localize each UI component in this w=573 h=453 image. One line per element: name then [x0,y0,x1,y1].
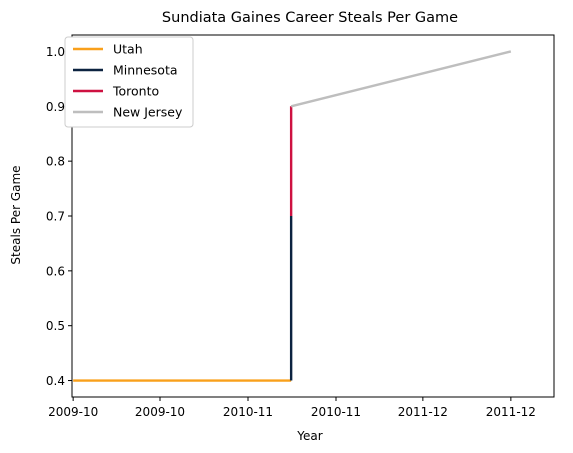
x-tick-label: 2011-12 [486,405,536,419]
x-axis-label: Year [296,429,322,443]
x-axis-ticks: 2009-10 2009-10 2010-11 2010-11 2011-12 2011-… [48,397,536,419]
y-tick-label: 0.8 [46,155,65,169]
y-axis-label: Steals Per Game [9,165,23,264]
y-tick-label: 0.7 [46,210,65,224]
legend-frame [64,36,194,128]
series-line-3 [290,50,512,108]
y-tick-label: 1.0 [46,45,65,59]
y-axis-ticks: 0.4 0.5 0.6 0.7 0.8 0.9 1.0 [46,45,72,388]
x-tick-label: 2010-11 [223,405,273,419]
plot-area: 2009-10 2009-10 2010-11 2010-11 2011-12 2011-… [46,34,555,419]
legend-label-2: Toronto [112,84,159,99]
legend-label-1: Minnesota [113,63,178,78]
legend: Utah Minnesota Toronto New Jersey [64,36,194,128]
y-tick-label: 0.4 [46,374,65,388]
x-tick-label: 2011-12 [398,405,448,419]
x-tick-label: 2010-11 [311,405,361,419]
y-tick-label: 0.9 [46,100,65,114]
legend-label-0: Utah [113,42,143,57]
x-tick-label: 2009-10 [135,405,185,419]
legend-label-3: New Jersey [113,105,183,120]
x-tick-label: 2009-10 [48,405,98,419]
y-tick-label: 0.6 [46,264,65,278]
chart-title: Sundiata Gaines Career Steals Per Game [162,10,458,26]
series-layer [73,50,512,382]
y-tick-label: 0.5 [46,319,65,333]
